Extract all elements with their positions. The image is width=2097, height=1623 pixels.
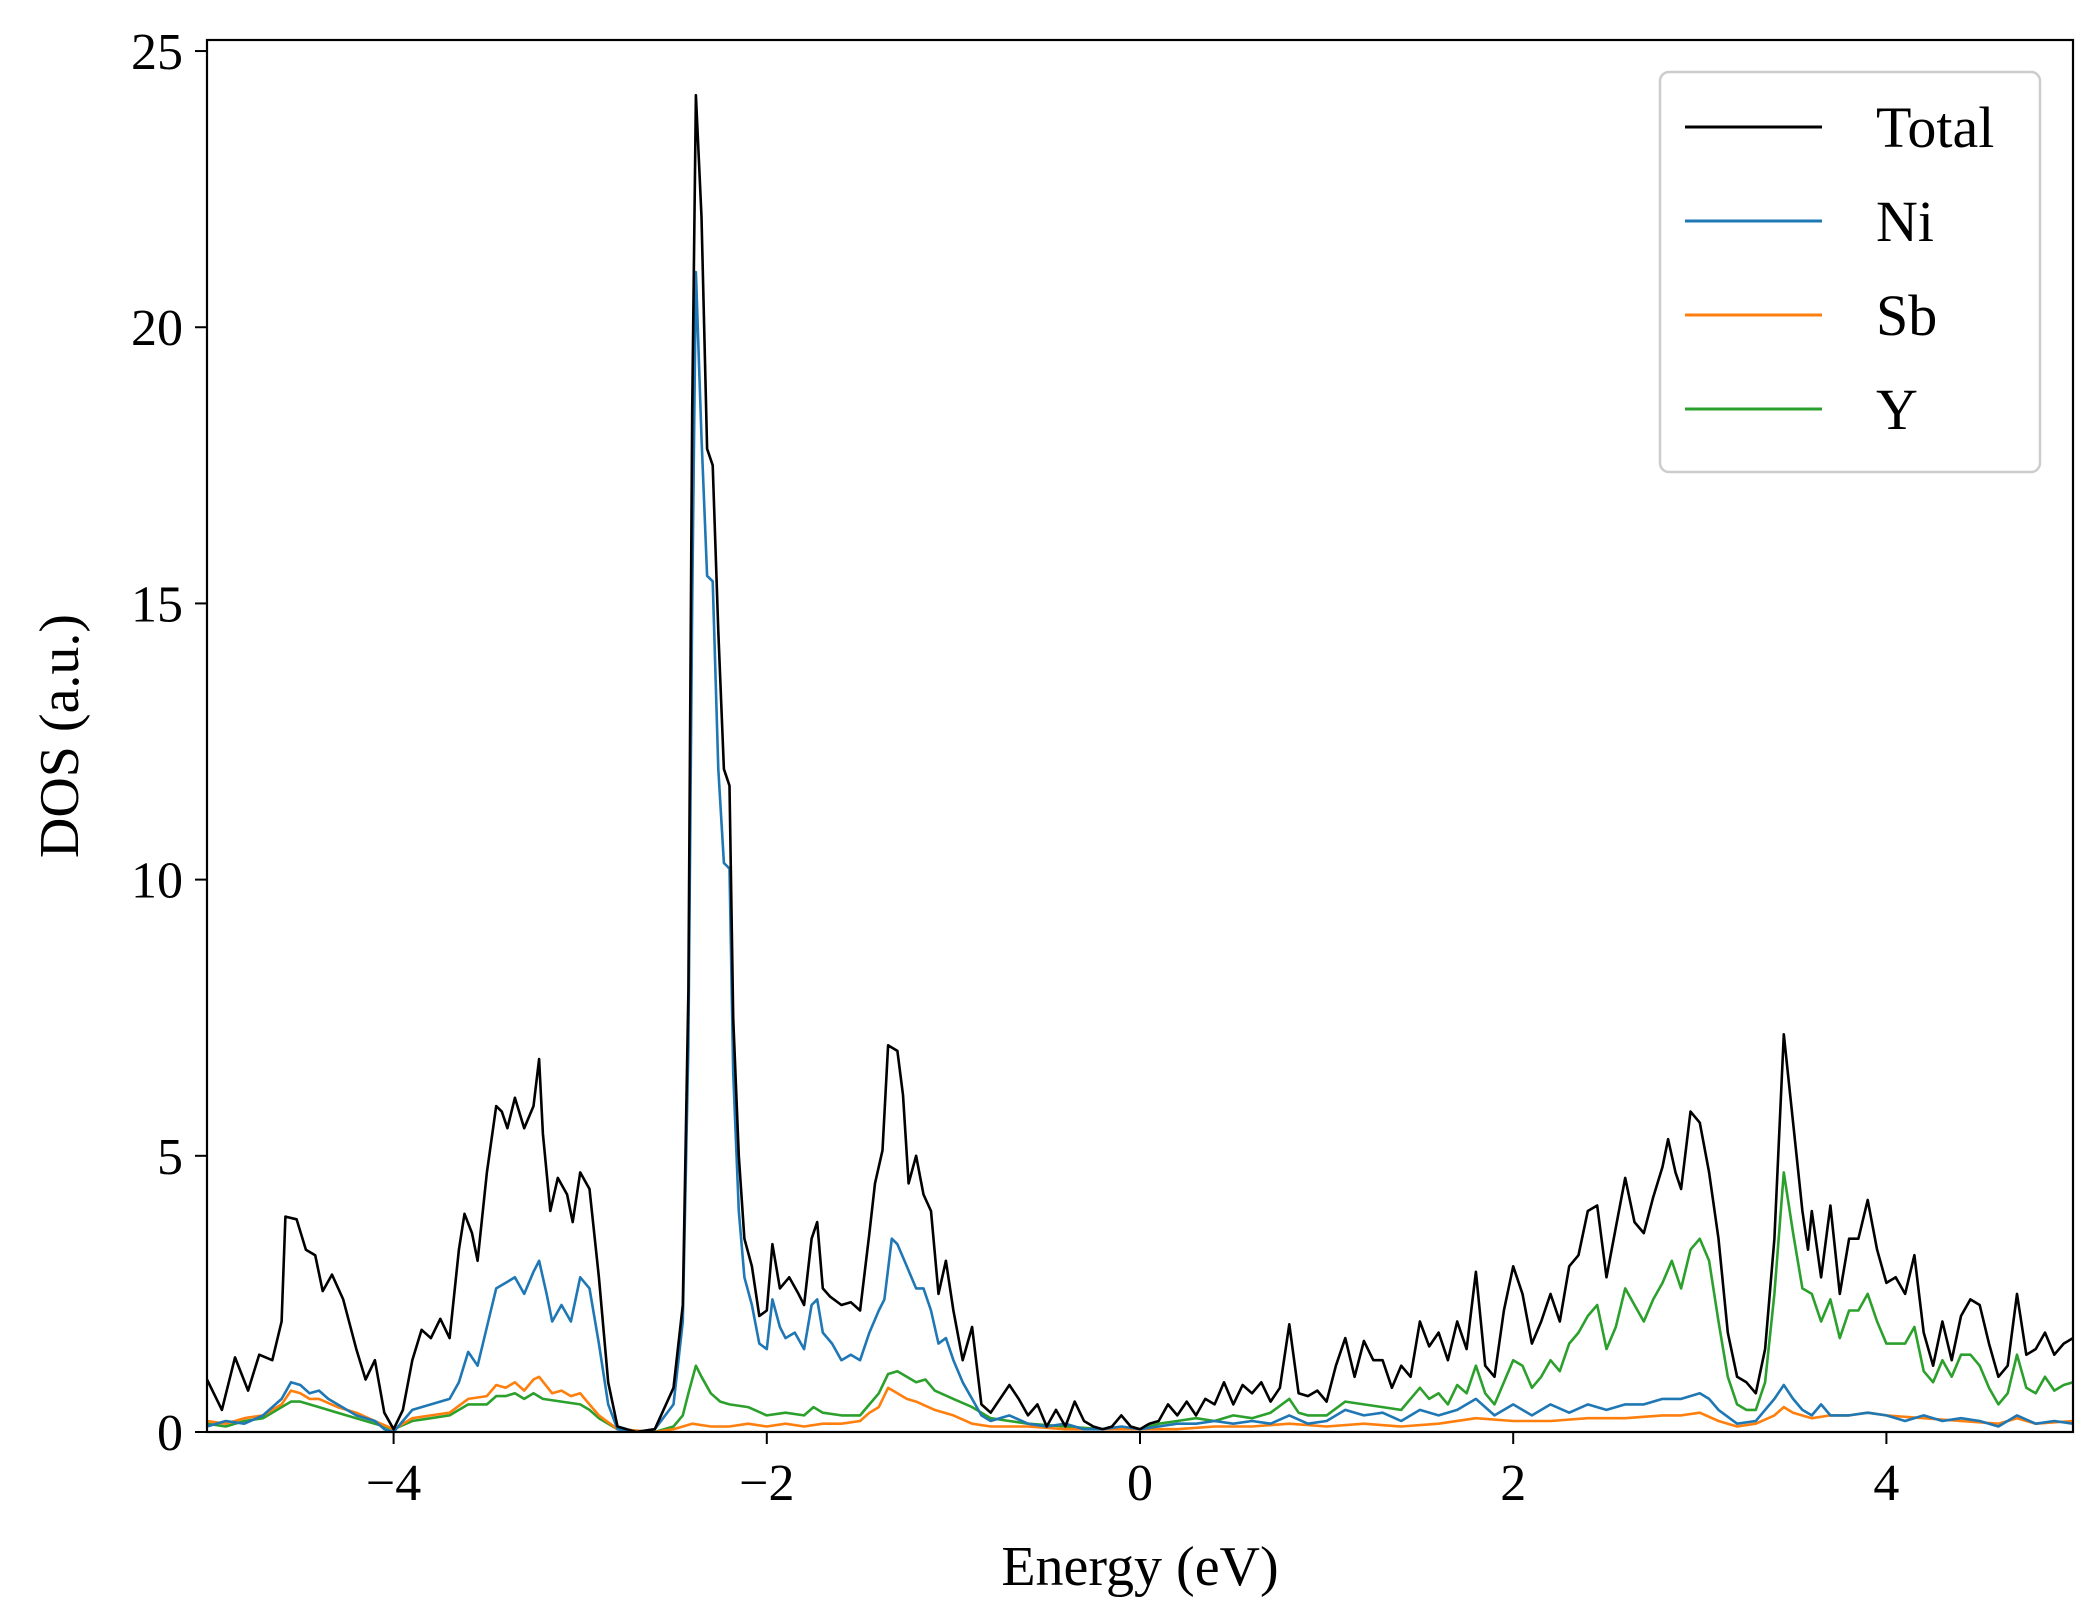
legend-box bbox=[1658, 70, 2042, 474]
series-line-total bbox=[207, 93, 2073, 1432]
y-axis-ticks: 0 5 10 15 20 25 bbox=[131, 24, 207, 1462]
legend: Total Ni Sb Y bbox=[1658, 70, 2042, 474]
y-tick-label: 20 bbox=[131, 300, 183, 357]
series-line-sb bbox=[207, 1375, 2073, 1432]
legend-label-y: Y bbox=[1876, 377, 1918, 442]
y-tick-label: 15 bbox=[131, 576, 183, 633]
x-tick-label: 4 bbox=[1873, 1455, 1899, 1512]
y-tick-label: 10 bbox=[131, 853, 183, 910]
legend-label-ni: Ni bbox=[1876, 189, 1934, 254]
y-tick-label: 25 bbox=[131, 24, 183, 81]
series-line-y bbox=[207, 1171, 2073, 1432]
y-tick-label: 5 bbox=[157, 1129, 183, 1186]
x-tick-label: 0 bbox=[1127, 1455, 1153, 1512]
x-axis-label: Energy (eV) bbox=[1001, 1536, 1278, 1598]
legend-label-sb: Sb bbox=[1876, 283, 1937, 348]
x-axis-ticks: −4 −2 0 2 4 bbox=[366, 1432, 1899, 1512]
x-tick-label: 2 bbox=[1500, 1455, 1526, 1512]
y-axis-label: DOS (a.u.) bbox=[29, 614, 91, 858]
series-line-ni bbox=[207, 270, 2073, 1432]
x-tick-label: −4 bbox=[366, 1455, 421, 1512]
y-tick-label: 0 bbox=[157, 1405, 183, 1462]
x-tick-label: −2 bbox=[739, 1455, 794, 1512]
legend-label-total: Total bbox=[1876, 95, 1994, 160]
series-layer bbox=[207, 93, 2073, 1432]
